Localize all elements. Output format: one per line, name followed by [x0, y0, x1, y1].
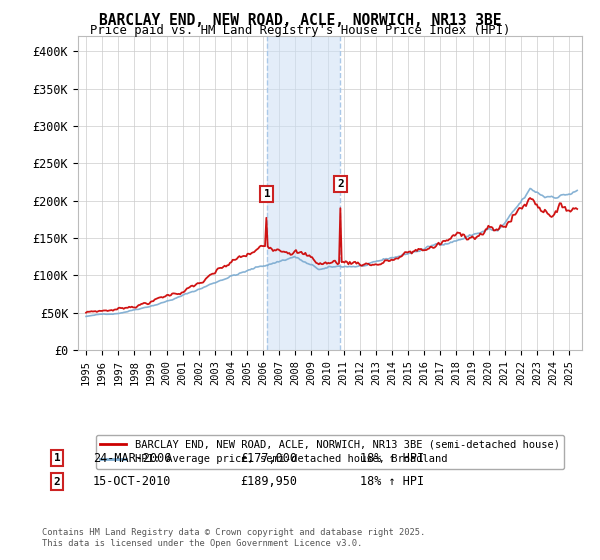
Text: 1: 1 [53, 453, 61, 463]
Text: BARCLAY END, NEW ROAD, ACLE, NORWICH, NR13 3BE: BARCLAY END, NEW ROAD, ACLE, NORWICH, NR… [99, 13, 501, 28]
Text: 18% ↑ HPI: 18% ↑ HPI [360, 451, 424, 465]
Text: 18% ↑ HPI: 18% ↑ HPI [360, 475, 424, 488]
Text: £189,950: £189,950 [240, 475, 297, 488]
Text: Contains HM Land Registry data © Crown copyright and database right 2025.
This d: Contains HM Land Registry data © Crown c… [42, 528, 425, 548]
Legend: BARCLAY END, NEW ROAD, ACLE, NORWICH, NR13 3BE (semi-detached house), HPI: Avera: BARCLAY END, NEW ROAD, ACLE, NORWICH, NR… [96, 435, 564, 469]
Bar [267, 36, 340, 350]
Text: 24-MAR-2006: 24-MAR-2006 [93, 451, 172, 465]
Text: £177,000: £177,000 [240, 451, 297, 465]
Text: Price paid vs. HM Land Registry's House Price Index (HPI): Price paid vs. HM Land Registry's House … [90, 24, 510, 37]
Text: 15-OCT-2010: 15-OCT-2010 [93, 475, 172, 488]
Text: 2: 2 [337, 179, 344, 189]
Text: 2: 2 [53, 477, 61, 487]
Text: 1: 1 [263, 189, 270, 199]
